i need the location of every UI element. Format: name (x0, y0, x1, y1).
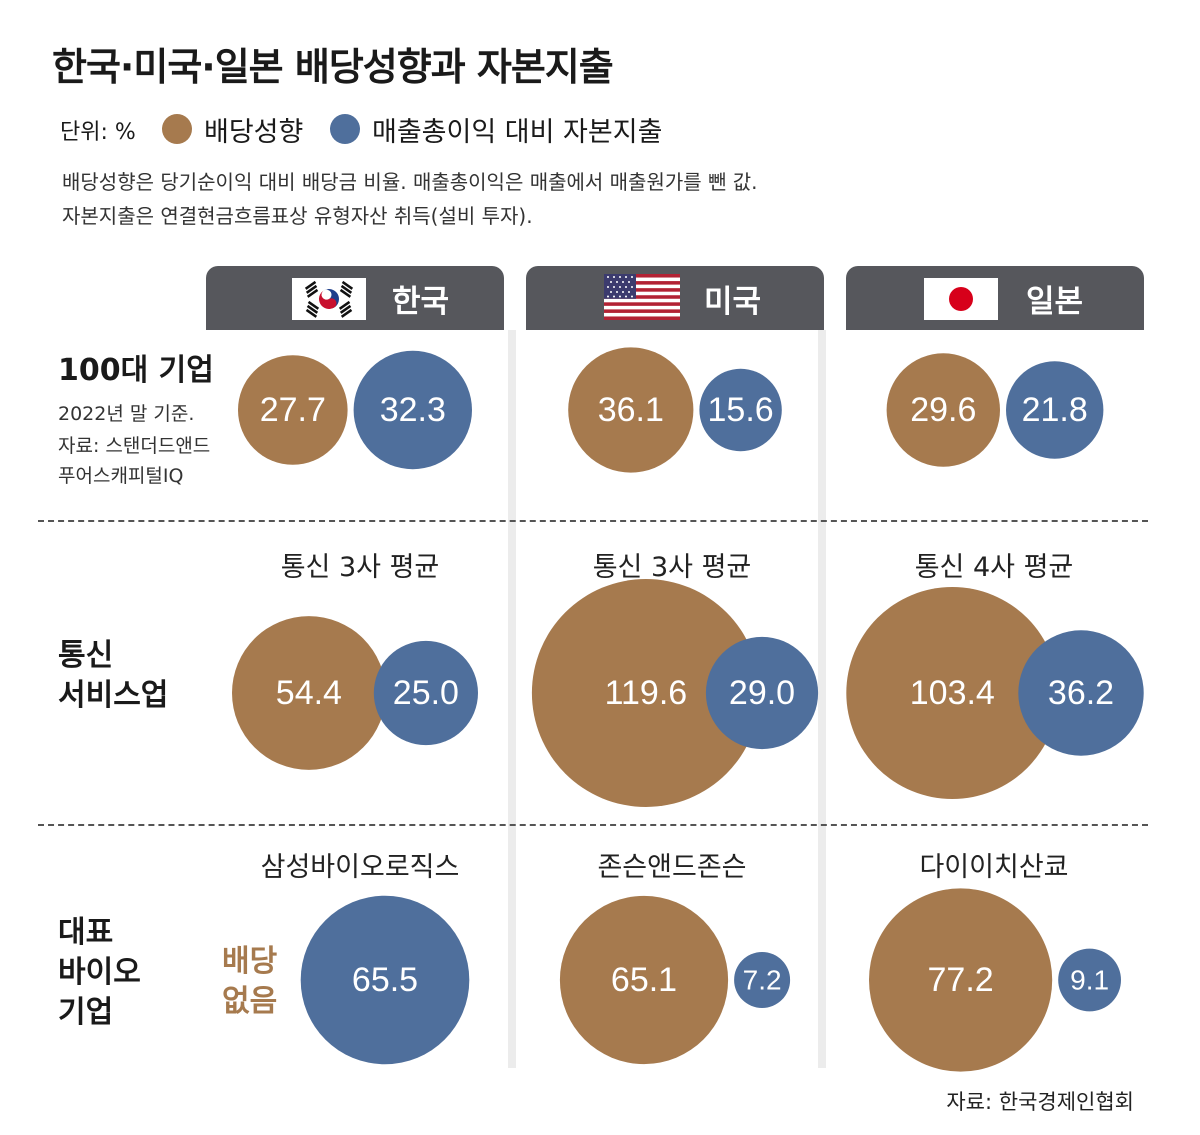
payout-value-label: 77.2 (928, 961, 994, 999)
row-label-bio-3: 기업 (58, 995, 114, 1030)
subtitle-telecom-korea: 통신 3사 평균 (280, 552, 440, 583)
subtitle-bio-usa: 존슨앤드존슨 (597, 852, 747, 883)
header-japan: 일본 (846, 266, 1144, 330)
row-top100-note-3: 푸어스캐피털IQ (58, 465, 184, 487)
japan-flag-icon (924, 278, 998, 320)
payout-value-label: 103.4 (910, 674, 995, 712)
capex-bubble (1005, 361, 1104, 459)
payout-bubble (568, 347, 694, 473)
payout-bubble (531, 579, 760, 807)
payout-value-label: 29.6 (910, 391, 976, 429)
payout-value-label: 65.1 (611, 961, 677, 999)
header-usa: 미국 (526, 266, 824, 330)
legend-unit: 단위: % (60, 120, 136, 145)
header-japan-label: 일본 (1026, 284, 1084, 320)
capex-value-label: 25.0 (393, 674, 459, 712)
payout-value-label: 27.7 (260, 391, 326, 429)
capex-bubble (373, 640, 478, 746)
payout-value-label: 119.6 (605, 674, 688, 712)
capex-bubble (705, 636, 819, 750)
row-top100-note-2: 자료: 스탠더드앤드 (58, 435, 211, 457)
payout-value-label: 36.1 (598, 391, 664, 429)
capex-bubble (1018, 630, 1144, 756)
capex-value-label: 9.1 (1070, 965, 1109, 996)
korea-flag-icon (292, 278, 366, 320)
payout-bubble (886, 353, 1000, 467)
row-label-telecom-2: 서비스업 (58, 678, 169, 713)
row-label-top100: 100대 기업 (58, 353, 214, 388)
capex-bubble (300, 895, 470, 1065)
capex-bubble (353, 350, 472, 470)
row-top100-note-1: 2022년 말 기준. (58, 403, 195, 425)
header-korea: 한국 (206, 266, 504, 330)
payout-bubble (237, 355, 348, 465)
no-dividend-label-1: 배당 (222, 944, 278, 979)
capex-value-label: 15.6 (708, 391, 774, 429)
payout-bubble (846, 587, 1059, 799)
payout-bubble (869, 888, 1053, 1072)
header-usa-label: 미국 (704, 284, 762, 320)
capex-value-label: 36.2 (1048, 674, 1114, 712)
subtitle-telecom-usa: 통신 3사 평균 (592, 552, 752, 583)
capex-value-label: 21.8 (1022, 391, 1088, 429)
row-label-bio-2: 바이오 (58, 955, 141, 990)
note-line-2: 자본지출은 연결현금흐름표상 유형자산 취득(설비 투자). (62, 204, 533, 228)
legend-payout-swatch (162, 114, 192, 144)
capex-bubble (734, 952, 791, 1008)
payout-value-label: 54.4 (276, 674, 342, 712)
legend-capex-swatch (330, 114, 360, 144)
no-dividend-label-2: 없음 (222, 984, 278, 1019)
capex-value-label: 65.5 (352, 961, 418, 999)
payout-bubble (559, 895, 729, 1065)
subtitle-bio-korea: 삼성바이오로직스 (260, 852, 460, 883)
source-note: 자료: 한국경제인협회 (946, 1090, 1134, 1114)
legend-capex-label: 매출총이익 대비 자본지출 (372, 117, 663, 148)
legend-payout-label: 배당성향 (204, 117, 304, 148)
usa-flag-icon (604, 274, 680, 320)
payout-bubble (232, 616, 386, 770)
row-divider-1 (38, 520, 1148, 522)
row-label-bio-1: 대표 (58, 915, 114, 950)
subtitle-telecom-japan: 통신 4사 평균 (914, 552, 1074, 583)
capex-value-label: 32.3 (380, 391, 446, 429)
header-korea-label: 한국 (392, 284, 450, 320)
capex-bubble (1058, 948, 1121, 1012)
subtitle-bio-japan: 다이이치산쿄 (919, 852, 1069, 883)
note-line-1: 배당성향은 당기순이익 대비 배당금 비율. 매출총이익은 매출에서 매출원가를… (62, 170, 758, 194)
capex-value-label: 7.2 (743, 965, 782, 996)
row-label-telecom-1: 통신 (58, 638, 114, 673)
chart-title: 한국·미국·일본 배당성향과 자본지출 (52, 45, 614, 89)
capex-value-label: 29.0 (729, 674, 795, 712)
row-divider-2 (38, 824, 1148, 826)
capex-bubble (699, 368, 782, 452)
